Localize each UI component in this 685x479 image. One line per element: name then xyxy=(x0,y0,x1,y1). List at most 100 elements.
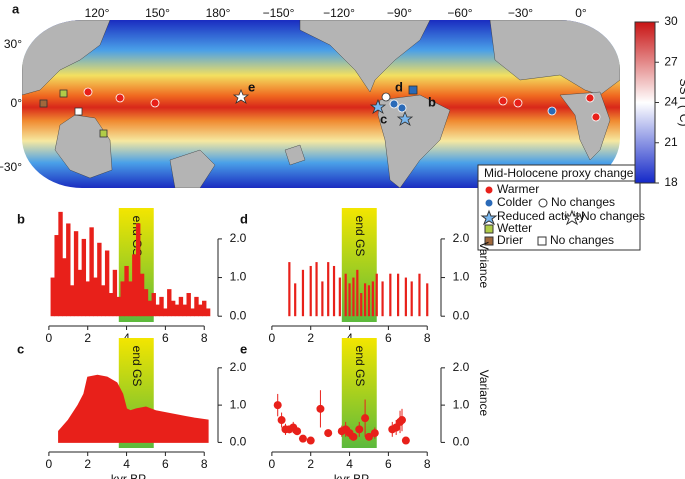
bar xyxy=(50,277,55,317)
x-tick-label: 2 xyxy=(307,457,314,471)
bar xyxy=(288,262,291,317)
bar xyxy=(321,281,324,317)
bar xyxy=(367,285,371,317)
x-tick-label: 6 xyxy=(162,331,169,345)
panel-label: c xyxy=(17,341,24,356)
bar xyxy=(143,289,149,317)
site-label: e xyxy=(248,79,255,94)
x-tick-label: 8 xyxy=(201,331,208,345)
colorbar xyxy=(634,21,656,184)
shade-band xyxy=(341,208,377,322)
bar xyxy=(327,262,330,317)
bar xyxy=(66,223,71,317)
bar xyxy=(159,296,164,317)
point xyxy=(293,427,302,436)
bar xyxy=(120,281,125,317)
x-tick-label: 4 xyxy=(123,457,130,471)
point xyxy=(316,404,325,413)
x-tick-label: 2 xyxy=(307,331,314,345)
bar xyxy=(190,308,195,317)
bar xyxy=(426,283,429,317)
legend-symbol xyxy=(485,199,493,207)
legend-symbol xyxy=(563,209,581,226)
marker-warmer xyxy=(513,98,523,108)
marker-wetter xyxy=(99,129,108,138)
bar xyxy=(410,281,413,317)
bar xyxy=(116,296,121,317)
bar xyxy=(93,277,98,317)
bar xyxy=(352,277,355,317)
bar xyxy=(89,227,94,317)
bar xyxy=(375,273,378,317)
x-tick-label: 0 xyxy=(46,331,53,345)
bar xyxy=(301,269,305,317)
bar xyxy=(202,300,207,317)
y-axis-label: SST (°C) xyxy=(677,79,685,127)
legend-symbol xyxy=(484,224,494,234)
marker-warmer xyxy=(150,98,160,108)
lon-label: −150° xyxy=(263,6,295,20)
x-tick-label: 0 xyxy=(269,331,276,345)
point xyxy=(298,434,307,443)
y-tick-label: 1.0 xyxy=(453,270,470,284)
x-tick-label: 0 xyxy=(269,457,276,471)
area xyxy=(58,374,209,443)
point xyxy=(364,432,373,441)
marker-colder xyxy=(389,99,399,109)
x-tick-label: 0 xyxy=(46,457,53,471)
marker-star xyxy=(369,98,387,114)
lat-label: −30° xyxy=(0,160,22,174)
marker-no-change xyxy=(74,107,83,116)
bar xyxy=(69,285,75,317)
site-label: c xyxy=(380,111,387,126)
bar xyxy=(139,273,145,317)
point xyxy=(277,416,286,425)
bar xyxy=(163,308,168,317)
point xyxy=(370,429,379,438)
bar xyxy=(174,304,180,317)
point xyxy=(355,425,364,434)
legend-symbol xyxy=(538,198,548,208)
marker-star xyxy=(232,88,250,104)
bar xyxy=(186,293,191,317)
bar xyxy=(315,262,318,317)
bar xyxy=(198,304,203,317)
bar xyxy=(194,296,199,317)
lat-label: 0° xyxy=(11,96,23,110)
bar xyxy=(112,269,118,317)
panel-label: d xyxy=(240,211,248,226)
y-tick-label: 0.0 xyxy=(230,435,247,449)
x-tick-label: 6 xyxy=(162,457,169,471)
bar xyxy=(132,254,137,317)
lon-label: 180° xyxy=(206,6,231,20)
x-axis-label: kyr BP xyxy=(111,472,146,479)
bar xyxy=(356,269,359,317)
land xyxy=(22,20,620,188)
bar xyxy=(178,296,184,317)
bar xyxy=(338,277,341,317)
point xyxy=(324,429,333,438)
proxy-markers xyxy=(39,85,601,138)
bar xyxy=(182,304,188,317)
bar xyxy=(104,250,110,317)
point xyxy=(392,423,401,432)
site-label: d xyxy=(395,79,403,94)
bar xyxy=(363,283,367,317)
bar xyxy=(124,265,129,317)
legend-entry: No changes xyxy=(551,195,615,209)
legend-entry: Drier xyxy=(497,233,523,247)
marker-colder xyxy=(397,103,407,113)
marker-colder xyxy=(547,106,557,116)
point xyxy=(349,432,358,441)
bar xyxy=(332,265,336,317)
marker-star xyxy=(396,110,414,126)
y-tick-label: 24 xyxy=(664,95,678,109)
x-tick-label: 2 xyxy=(84,457,91,471)
point xyxy=(306,436,315,445)
bar xyxy=(170,300,176,317)
marker-no-change xyxy=(381,92,391,102)
bar xyxy=(389,273,392,317)
bar xyxy=(147,300,153,317)
marker-warmer xyxy=(591,112,601,122)
x-tick-label: 6 xyxy=(385,457,392,471)
